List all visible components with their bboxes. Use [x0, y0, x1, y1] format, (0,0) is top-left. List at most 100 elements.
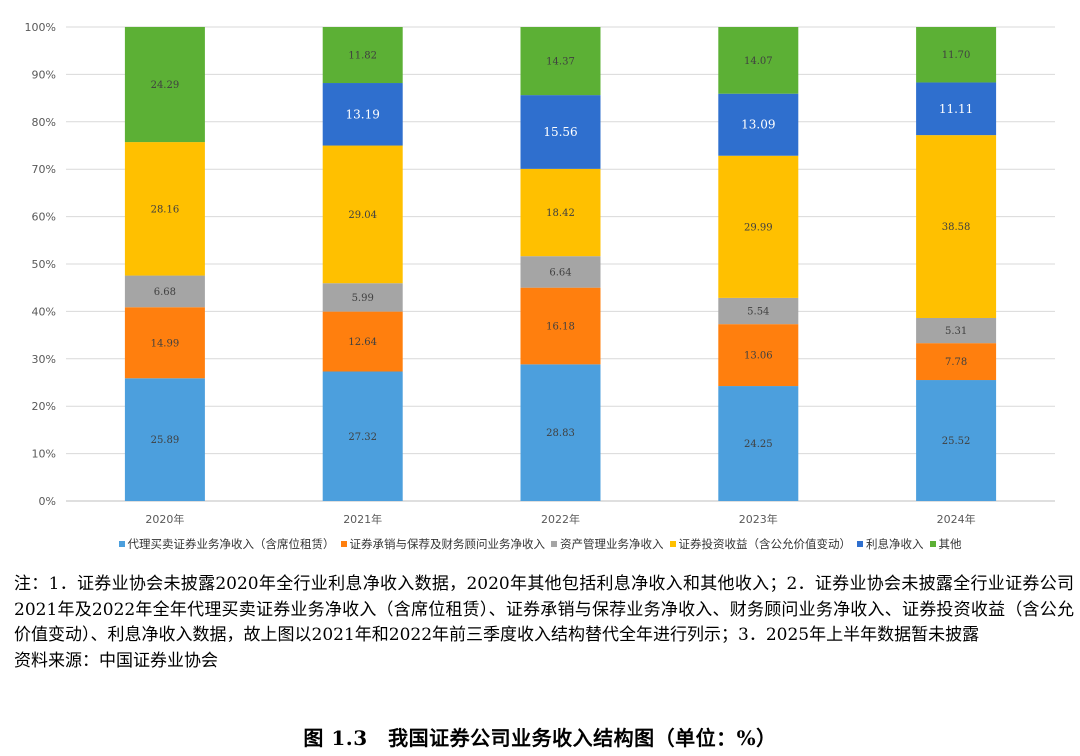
legend-label: 证券承销与保荐及财务顾问业务净收入 — [349, 537, 546, 551]
bar-segment — [124, 378, 205, 501]
data-label: 6.68 — [154, 287, 176, 298]
legend-item: 证券投资收益（含公允价值变动） — [669, 536, 852, 552]
chart-notes: 注：1．证券业协会未披露2020年全行业利息净收入数据，2020年其他包括利息净… — [14, 572, 1074, 674]
bar-segment — [916, 317, 997, 344]
legend-item: 资产管理业务净收入 — [551, 536, 664, 552]
figure-caption: 图 1.3 我国证券公司业务收入结构图（单位：%） — [303, 726, 777, 750]
bar-segment — [322, 371, 403, 501]
data-label: 15.56 — [543, 125, 577, 139]
legend-item: 其他 — [929, 536, 962, 552]
data-label: 14.99 — [151, 338, 180, 349]
bar-segment — [322, 145, 403, 284]
legend-label: 其他 — [938, 537, 962, 551]
data-label: 25.52 — [942, 436, 971, 447]
bar-segment — [718, 93, 799, 156]
data-label: 7.78 — [945, 357, 967, 368]
stacked-bar-chart: 0% 10% 20% 30% 40% 50% 60% 70% 80% 90% 100% 2020年 20… — [25, 21, 1055, 526]
legend-swatch — [118, 541, 125, 547]
x-tick-label: 2022年 — [541, 512, 580, 526]
y-tick-label: 30% — [32, 353, 56, 366]
y-tick-label: 70% — [32, 163, 56, 176]
bar-segment — [718, 155, 799, 298]
data-label: 16.18 — [546, 321, 575, 332]
bar-segment — [124, 26, 205, 143]
legend-swatch — [857, 541, 863, 547]
bar-segment — [520, 168, 601, 257]
bar-segment — [916, 27, 997, 83]
data-label: 25.89 — [151, 435, 180, 446]
y-tick-label: 90% — [32, 68, 56, 81]
data-label: 24.29 — [151, 80, 180, 91]
legend-swatch — [551, 541, 557, 547]
legend-swatch — [669, 541, 676, 547]
bar-segment — [520, 287, 601, 365]
data-label: 38.58 — [942, 222, 971, 233]
bar-segment — [718, 297, 799, 325]
data-label: 11.82 — [348, 51, 377, 62]
data-label: 12.64 — [348, 337, 377, 348]
bar-segment — [322, 311, 403, 372]
bar-segment — [520, 27, 601, 96]
x-tick-label: 2021年 — [343, 512, 382, 526]
data-label: 29.04 — [348, 210, 377, 221]
bar-segment — [322, 283, 403, 312]
data-label: 27.32 — [348, 432, 377, 443]
bar-segment — [718, 324, 799, 387]
x-tick-label: 2020年 — [145, 512, 184, 526]
y-tick-label: 80% — [32, 116, 56, 129]
source-text: 资料来源：中国证券业协会 — [14, 650, 218, 671]
bar-segment — [124, 307, 205, 379]
legend-swatch — [929, 541, 936, 547]
data-label: 5.31 — [945, 326, 967, 337]
bar-segment — [124, 142, 205, 276]
data-label: 18.42 — [546, 208, 575, 219]
bar-segment — [916, 343, 997, 381]
y-tick-label: 40% — [32, 305, 56, 318]
data-label: 5.99 — [352, 293, 374, 304]
data-label: 28.83 — [546, 428, 575, 439]
data-label: 11.70 — [942, 50, 971, 61]
y-tick-label: 60% — [32, 211, 56, 224]
y-tick-label: 100% — [25, 21, 56, 34]
bar-segment — [124, 275, 205, 308]
data-label: 14.07 — [744, 56, 773, 67]
y-tick-label: 20% — [32, 400, 56, 413]
bar-segment — [718, 27, 799, 94]
notes-text: 注：1．证券业协会未披露2020年全行业利息净收入数据，2020年其他包括利息净… — [14, 574, 1074, 645]
legend-label: 证券投资收益（含公允价值变动） — [678, 537, 852, 551]
bar-segment — [520, 256, 601, 288]
x-tick-label: 2023年 — [739, 512, 778, 526]
y-tick-label: 10% — [32, 448, 56, 461]
legend-swatch — [340, 541, 347, 547]
bar-segment — [322, 83, 403, 146]
data-labels: 25.89 14.99 6.68 28.16 24.29 27.32 12.64 5.99 29… — [151, 50, 974, 450]
bar-segment — [916, 380, 997, 501]
data-label: 14.37 — [546, 57, 575, 68]
legend-item: 代理买卖证券业务净收入（含席位租赁） — [118, 536, 335, 552]
bar-segment — [916, 82, 997, 136]
data-label: 5.54 — [747, 307, 769, 318]
bar-segment — [718, 386, 799, 501]
data-label: 29.99 — [744, 222, 773, 233]
data-label: 24.25 — [744, 439, 773, 450]
data-label: 28.16 — [151, 204, 180, 215]
bar-segment — [520, 364, 601, 501]
data-label: 6.64 — [549, 267, 571, 278]
y-tick-label: 0% — [39, 495, 56, 508]
bars — [124, 26, 997, 501]
legend-item: 证券承销与保荐及财务顾问业务净收入 — [340, 536, 546, 552]
legend-label: 代理买卖证券业务净收入（含席位租赁） — [127, 537, 335, 551]
legend-item: 利息净收入 — [857, 536, 924, 552]
chart-legend: 代理买卖证券业务净收入（含席位租赁） 证券承销与保荐及财务顾问业务净收入 资产管理业… — [0, 536, 1080, 552]
legend-label: 利息净收入 — [866, 537, 924, 551]
x-tick-label: 2024年 — [937, 512, 976, 526]
bar-segment — [916, 135, 997, 318]
bar-segment — [520, 95, 601, 169]
y-tick-label: 50% — [32, 258, 56, 271]
bar-segment — [322, 27, 403, 84]
data-label: 13.06 — [744, 351, 773, 362]
data-label: 13.19 — [346, 107, 380, 121]
data-label: 11.11 — [939, 102, 973, 116]
data-label: 13.09 — [741, 118, 775, 132]
